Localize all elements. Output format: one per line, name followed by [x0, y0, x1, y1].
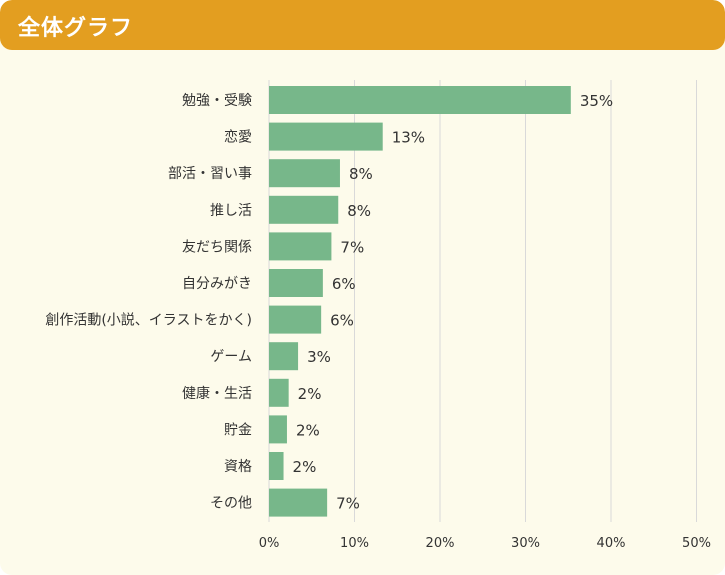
- value-label: 2%: [298, 385, 322, 403]
- bar: [269, 269, 323, 297]
- value-label: 6%: [332, 275, 356, 293]
- bar: [269, 305, 322, 334]
- value-label: 6%: [330, 312, 354, 330]
- bar: [269, 342, 299, 371]
- bar: [269, 232, 332, 261]
- category-label: 健康・生活: [182, 385, 252, 402]
- bar: [269, 452, 284, 480]
- category-label: 部活・習い事: [168, 166, 252, 182]
- x-tick-label: 10%: [340, 536, 369, 551]
- x-tick-label: 0%: [259, 536, 280, 551]
- category-label: 恋愛: [224, 129, 252, 146]
- bar: [269, 378, 289, 407]
- value-label: 7%: [336, 495, 360, 513]
- value-label: 35%: [580, 92, 613, 110]
- value-label: 3%: [307, 348, 331, 366]
- category-label: ゲーム: [210, 349, 252, 365]
- category-label: 貯金: [224, 422, 252, 438]
- bar: [269, 159, 340, 188]
- bar: [269, 195, 339, 224]
- value-label: 8%: [347, 202, 371, 220]
- value-label: 2%: [296, 421, 320, 439]
- bar: [269, 488, 328, 517]
- bar: [269, 415, 287, 444]
- category-label: 推し活: [210, 203, 252, 219]
- value-label: 13%: [392, 129, 425, 147]
- header-bar: 全体グラフ: [0, 0, 725, 50]
- bar: [269, 122, 383, 151]
- category-label: その他: [210, 496, 252, 512]
- category-label: 自分みがき: [182, 276, 252, 292]
- category-label: 勉強・受験: [182, 93, 252, 109]
- x-tick-label: 40%: [597, 536, 626, 551]
- value-label: 8%: [349, 165, 373, 183]
- category-label: 資格: [224, 459, 252, 475]
- value-label: 7%: [340, 238, 364, 256]
- category-label: 友だち関係: [182, 239, 252, 255]
- x-tick-label: 30%: [511, 536, 540, 551]
- category-label: 創作活動(小説、イラストをかく): [45, 313, 252, 329]
- bar: [269, 86, 571, 114]
- x-tick-label: 50%: [682, 536, 711, 551]
- chart-heading: 全体グラフ: [18, 16, 134, 41]
- x-tick-label: 20%: [426, 536, 455, 551]
- value-label: 2%: [293, 458, 317, 476]
